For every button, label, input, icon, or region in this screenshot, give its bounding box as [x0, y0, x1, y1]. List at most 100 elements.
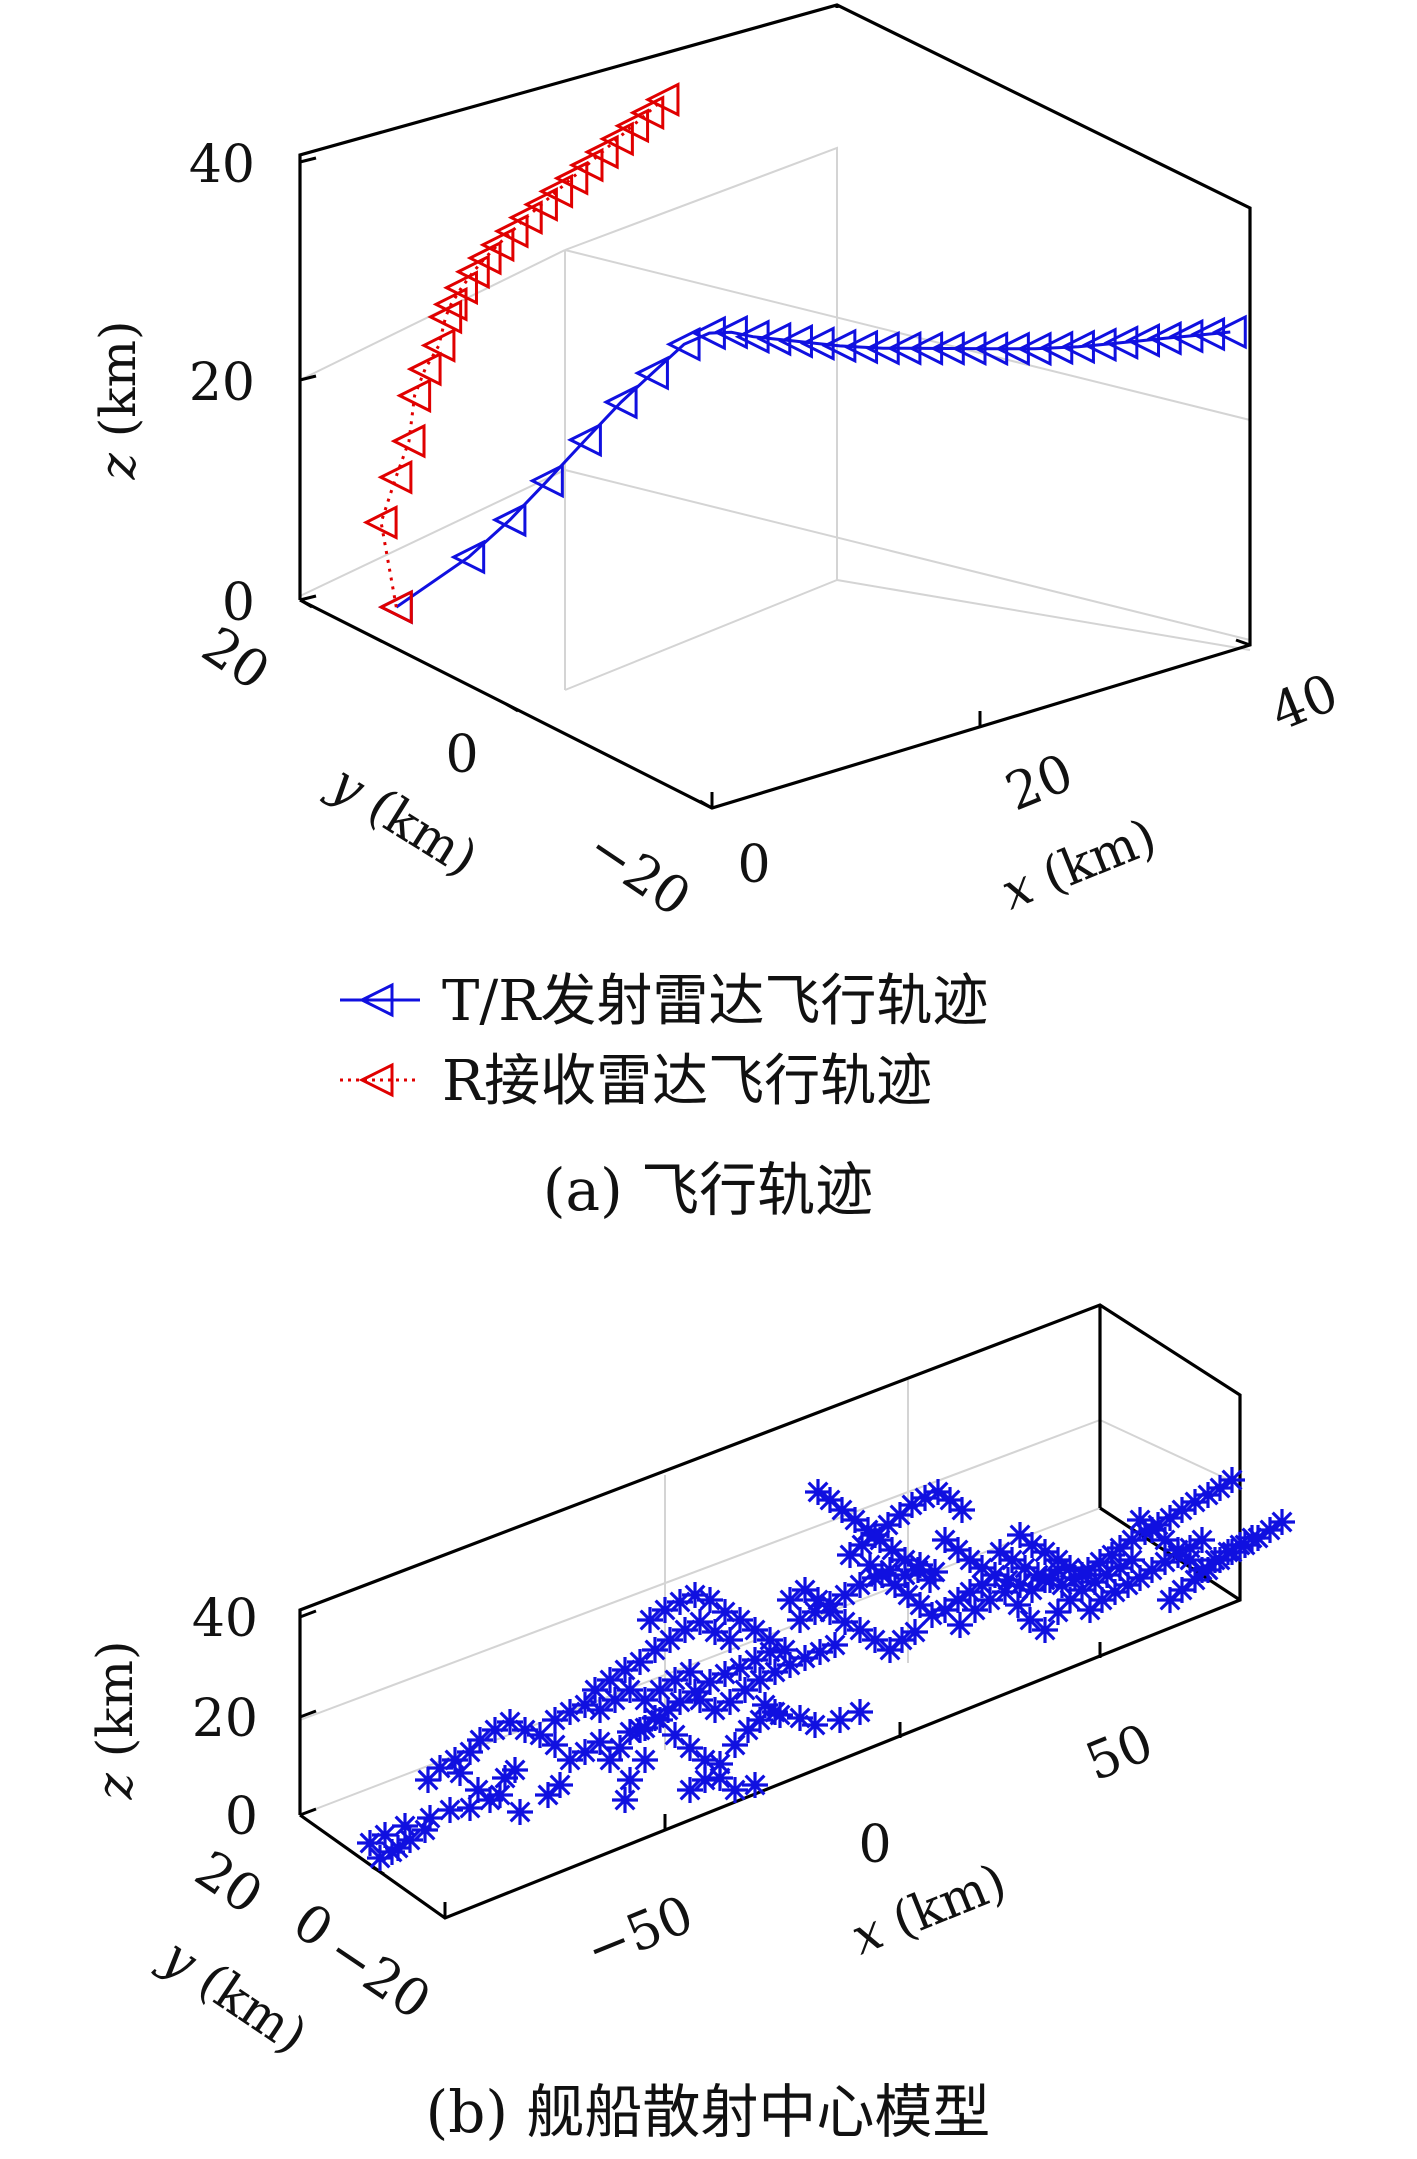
- caption-a: (a) 飞行轨迹: [543, 1156, 873, 1224]
- panel-b-ticks: [299, 1609, 1102, 1918]
- legend-label-r: R接收雷达飞行轨迹: [442, 1049, 932, 1114]
- scatter-point-175: [1017, 1607, 1043, 1633]
- panel-a: 40 20 0 20 0 −20 0 20 40 z (km) y (km) x…: [89, 3, 1347, 1224]
- scatter-point-174: [1005, 1592, 1031, 1618]
- point-marker-0-27: [1103, 325, 1139, 361]
- point-marker-0-29: [1146, 320, 1182, 356]
- panel-b: 40 20 0 20 0 −20 −50 0 50 z (km) y (km) …: [86, 1303, 1295, 2146]
- scatter-point-203: [1045, 1547, 1071, 1573]
- a-xtick-20: 20: [998, 743, 1082, 823]
- scatter-point-63: [667, 1689, 693, 1715]
- scatter-point-103: [677, 1777, 703, 1803]
- grid-a-5: [564, 249, 1251, 421]
- point-marker-1-17: [553, 160, 589, 196]
- point-marker-1-5: [406, 351, 442, 387]
- point-marker-0-22: [995, 331, 1030, 367]
- point-marker-1-3: [390, 423, 426, 459]
- scatter-point-44: [602, 1687, 628, 1713]
- scatter-point-152: [882, 1572, 908, 1598]
- legend-item-tr: T/R发射雷达飞行轨迹: [340, 969, 988, 1034]
- point-marker-1-18: [568, 147, 604, 183]
- series-line-1: [379, 98, 664, 608]
- grid-b-7: [1099, 1419, 1241, 1486]
- grid-b-2: [299, 1419, 1101, 1721]
- scatter-point-176: [1032, 1617, 1058, 1643]
- point-marker-0-5: [602, 384, 638, 420]
- grid-a-8: [564, 579, 838, 691]
- point-marker-0-1: [450, 539, 486, 575]
- point-marker-1-0: [377, 589, 413, 625]
- grid-a-9: [836, 579, 1251, 651]
- point-marker-1-19: [583, 134, 619, 170]
- scatter-point-20: [467, 1727, 493, 1753]
- point-marker-0-24: [1038, 330, 1074, 366]
- scatter-point-89: [822, 1632, 848, 1658]
- b-ztick-0: 0: [225, 1787, 258, 1847]
- scatter-point-99: [847, 1699, 873, 1725]
- point-marker-0-14: [821, 328, 857, 364]
- scatter-point-74: [697, 1587, 723, 1613]
- point-marker-1-23: [644, 82, 680, 118]
- a-ytick-0: 0: [445, 725, 478, 785]
- scatter-point-31: [572, 1739, 598, 1765]
- scatter-point-122: [817, 1591, 843, 1617]
- scatter-point-50: [582, 1677, 608, 1703]
- point-marker-0-15: [843, 329, 879, 365]
- point-marker-0-31: [1190, 316, 1226, 352]
- scatter-point-26: [457, 1795, 483, 1821]
- scatter-point-100: [612, 1787, 638, 1813]
- scatter-point-78: [757, 1627, 783, 1653]
- scatter-point-82: [717, 1689, 743, 1715]
- point-marker-0-19: [929, 331, 965, 366]
- scatter-point-83: [732, 1677, 758, 1703]
- panel-a-ticks: [299, 156, 1251, 810]
- scatter-point-219: [1219, 1467, 1245, 1493]
- point-marker-0-17: [886, 330, 922, 366]
- scatter-point-171: [962, 1597, 988, 1623]
- b-ytick-20: 20: [184, 1840, 272, 1927]
- point-marker-1-4: [396, 378, 432, 414]
- scatter-point-142: [829, 1497, 855, 1523]
- b-ytick-m20: −20: [316, 1921, 441, 2032]
- scatter-point-110: [777, 1587, 803, 1613]
- scatter-point-97: [802, 1712, 828, 1738]
- b-xtick-0: 0: [858, 1815, 891, 1875]
- a-xtick-40: 40: [1263, 663, 1347, 743]
- scatter-point-70: [637, 1607, 663, 1633]
- point-marker-0-25: [1060, 329, 1095, 365]
- point-marker-1-9: [443, 270, 478, 306]
- scatter-point-57: [687, 1609, 713, 1635]
- legend: T/R发射雷达飞行轨迹 R接收雷达飞行轨迹: [340, 969, 988, 1114]
- scatter-point-14: [447, 1760, 473, 1786]
- scatter-point-76: [727, 1607, 753, 1633]
- legend-marker-r: [358, 1062, 394, 1098]
- scatter-point-101: [617, 1767, 643, 1793]
- point-marker-1-22: [629, 95, 665, 131]
- scatter-point-123: [832, 1582, 858, 1608]
- scatter-point-80: [687, 1687, 713, 1713]
- b-zlabel: z (km): [86, 1641, 144, 1801]
- a-ztick-20: 20: [189, 353, 255, 413]
- a-zlabel: z (km): [89, 321, 147, 481]
- scatter-point-105: [707, 1751, 733, 1777]
- caption-b: (b) 舰船散射中心模型: [426, 2078, 991, 2146]
- a-ytick-20: 20: [191, 616, 279, 703]
- scatter-point-116: [862, 1627, 888, 1653]
- scatter-point-47: [647, 1677, 673, 1703]
- scatter-point-137: [925, 1479, 951, 1505]
- series-tr-trajectory: [377, 314, 1247, 625]
- point-marker-0-3: [528, 463, 564, 499]
- a-xtick-0: 0: [737, 835, 770, 895]
- point-marker-1-8: [432, 286, 468, 322]
- scatter-point-120: [787, 1607, 813, 1633]
- scatter-point-17: [487, 1782, 513, 1808]
- scatter-point-7: [367, 1845, 393, 1871]
- a-xlabel: x (km): [993, 807, 1164, 921]
- panel-a-grid: [299, 146, 1251, 691]
- point-marker-0-28: [1125, 323, 1161, 358]
- point-marker-0-7: [665, 326, 701, 362]
- grid-a-3: [299, 469, 566, 597]
- point-marker-1-12: [479, 227, 515, 263]
- scatter-point-25: [542, 1732, 568, 1758]
- scatter-point-59: [717, 1627, 743, 1653]
